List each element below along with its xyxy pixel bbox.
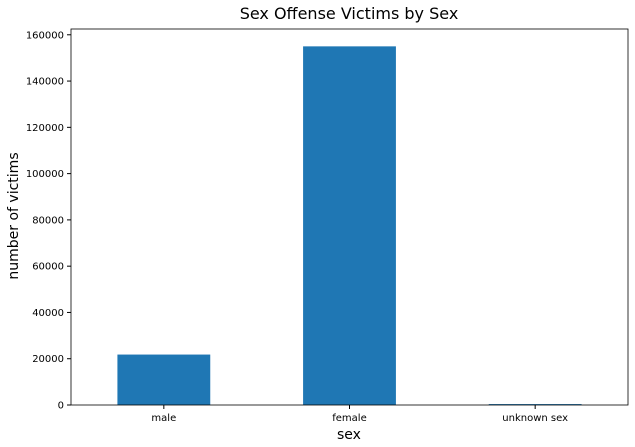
x-axis-label: sex xyxy=(337,427,361,443)
y-axis-label: number of victims xyxy=(6,152,22,279)
bar-unknown-sex xyxy=(488,404,582,405)
y-tick-label: 160000 xyxy=(26,30,64,41)
y-tick-label: 60000 xyxy=(32,262,64,273)
y-tick-label: 120000 xyxy=(26,123,64,134)
x-tick-label: unknown sex xyxy=(502,413,568,424)
x-tick-label: male xyxy=(151,413,176,424)
y-tick-label: 140000 xyxy=(26,77,64,88)
chart-title: Sex Offense Victims by Sex xyxy=(240,4,459,23)
x-tick-label: female xyxy=(332,413,366,424)
y-tick-label: 0 xyxy=(58,401,64,412)
bar-female xyxy=(303,46,396,405)
y-tick-label: 100000 xyxy=(26,169,64,180)
y-tick-label: 80000 xyxy=(32,215,64,226)
y-tick-label: 20000 xyxy=(32,354,64,365)
y-tick-label: 40000 xyxy=(32,308,64,319)
plot-area: male female unknown sex 0 20000 40000 60000 800… xyxy=(26,28,629,424)
plot-frame xyxy=(70,28,629,406)
bar-male xyxy=(117,354,211,405)
